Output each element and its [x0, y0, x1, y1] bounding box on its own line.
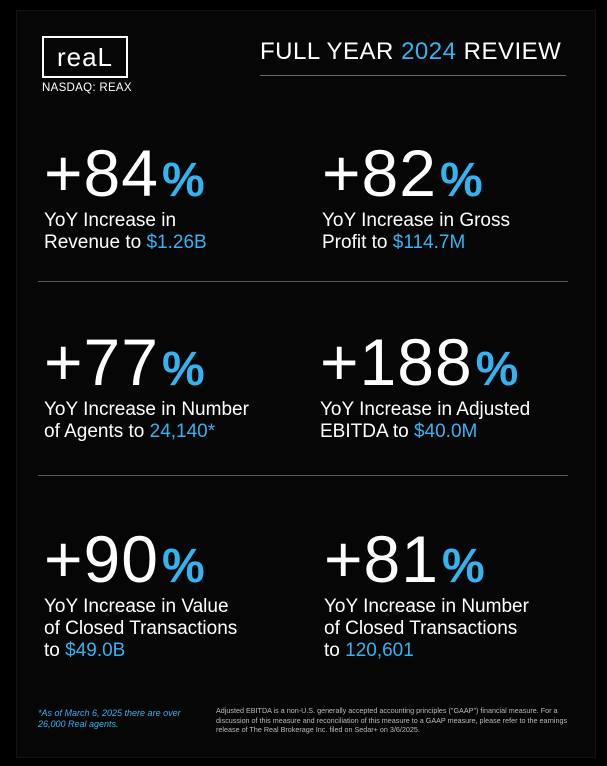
stat-gross-profit: +82% YoY Increase in Gross Profit to $11… — [322, 140, 510, 254]
stat-agents: +77% YoY Increase in Number of Agents to… — [44, 329, 249, 443]
stat-highlight: $40.0M — [413, 421, 478, 442]
stat-value: +82 — [322, 136, 437, 210]
stat-value: +81 — [324, 522, 439, 596]
stat-value: +90 — [44, 522, 159, 596]
percent-icon: % — [161, 343, 206, 396]
stat-description: YoY Increase in Number of Closed Transac… — [324, 596, 529, 661]
footnote-agents: *As of March 6, 2025 there are over 26,0… — [38, 708, 181, 729]
stat-description: YoY Increase in Revenue to $1.26B — [44, 210, 207, 253]
stat-adjusted-ebitda: +188% YoY Increase in Adjusted EBITDA to… — [320, 329, 530, 443]
percent-icon: % — [161, 540, 206, 593]
stat-description: YoY Increase in Gross Profit to $114.7M — [322, 210, 510, 253]
stat-highlight: $114.7M — [392, 232, 466, 253]
disclaimer-text: Adjusted EBITDA is a non-U.S. generally … — [216, 706, 568, 734]
stat-highlight: $49.0B — [65, 640, 126, 661]
title-prefix: FULL YEAR — [260, 38, 402, 65]
stat-revenue: +84% YoY Increase in Revenue to $1.26B — [44, 140, 207, 254]
real-logo: reaL — [42, 36, 128, 78]
stat-description: YoY Increase in Value of Closed Transact… — [44, 596, 238, 661]
stat-highlight: 24,140* — [149, 421, 216, 442]
stat-transaction-count: +81% YoY Increase in Number of Closed Tr… — [324, 526, 529, 662]
stat-value: +84 — [44, 136, 159, 210]
percent-icon: % — [439, 154, 484, 207]
title-year: 2024 — [401, 38, 457, 65]
stat-transaction-value: +90% YoY Increase in Value of Closed Tra… — [44, 526, 237, 662]
percent-icon: % — [441, 540, 486, 593]
row-divider — [38, 281, 568, 282]
stat-value: +188 — [320, 325, 473, 399]
row-divider — [38, 475, 568, 476]
stat-value: +77 — [44, 325, 159, 399]
percent-icon: % — [161, 154, 206, 207]
percent-icon: % — [475, 343, 520, 396]
ticker-label: NASDAQ: REAX — [42, 82, 132, 94]
title-suffix: REVIEW — [456, 38, 562, 65]
stat-description: YoY Increase in Number of Agents to 24,1… — [44, 399, 249, 442]
page-frame — [16, 10, 596, 758]
stat-highlight: 120,601 — [345, 640, 414, 661]
stat-highlight: $1.26B — [146, 232, 207, 253]
page-title: FULL YEAR 2024 REVIEW — [260, 38, 561, 66]
header-divider — [260, 75, 566, 76]
stat-description: YoY Increase in Adjusted EBITDA to $40.0… — [320, 399, 531, 442]
